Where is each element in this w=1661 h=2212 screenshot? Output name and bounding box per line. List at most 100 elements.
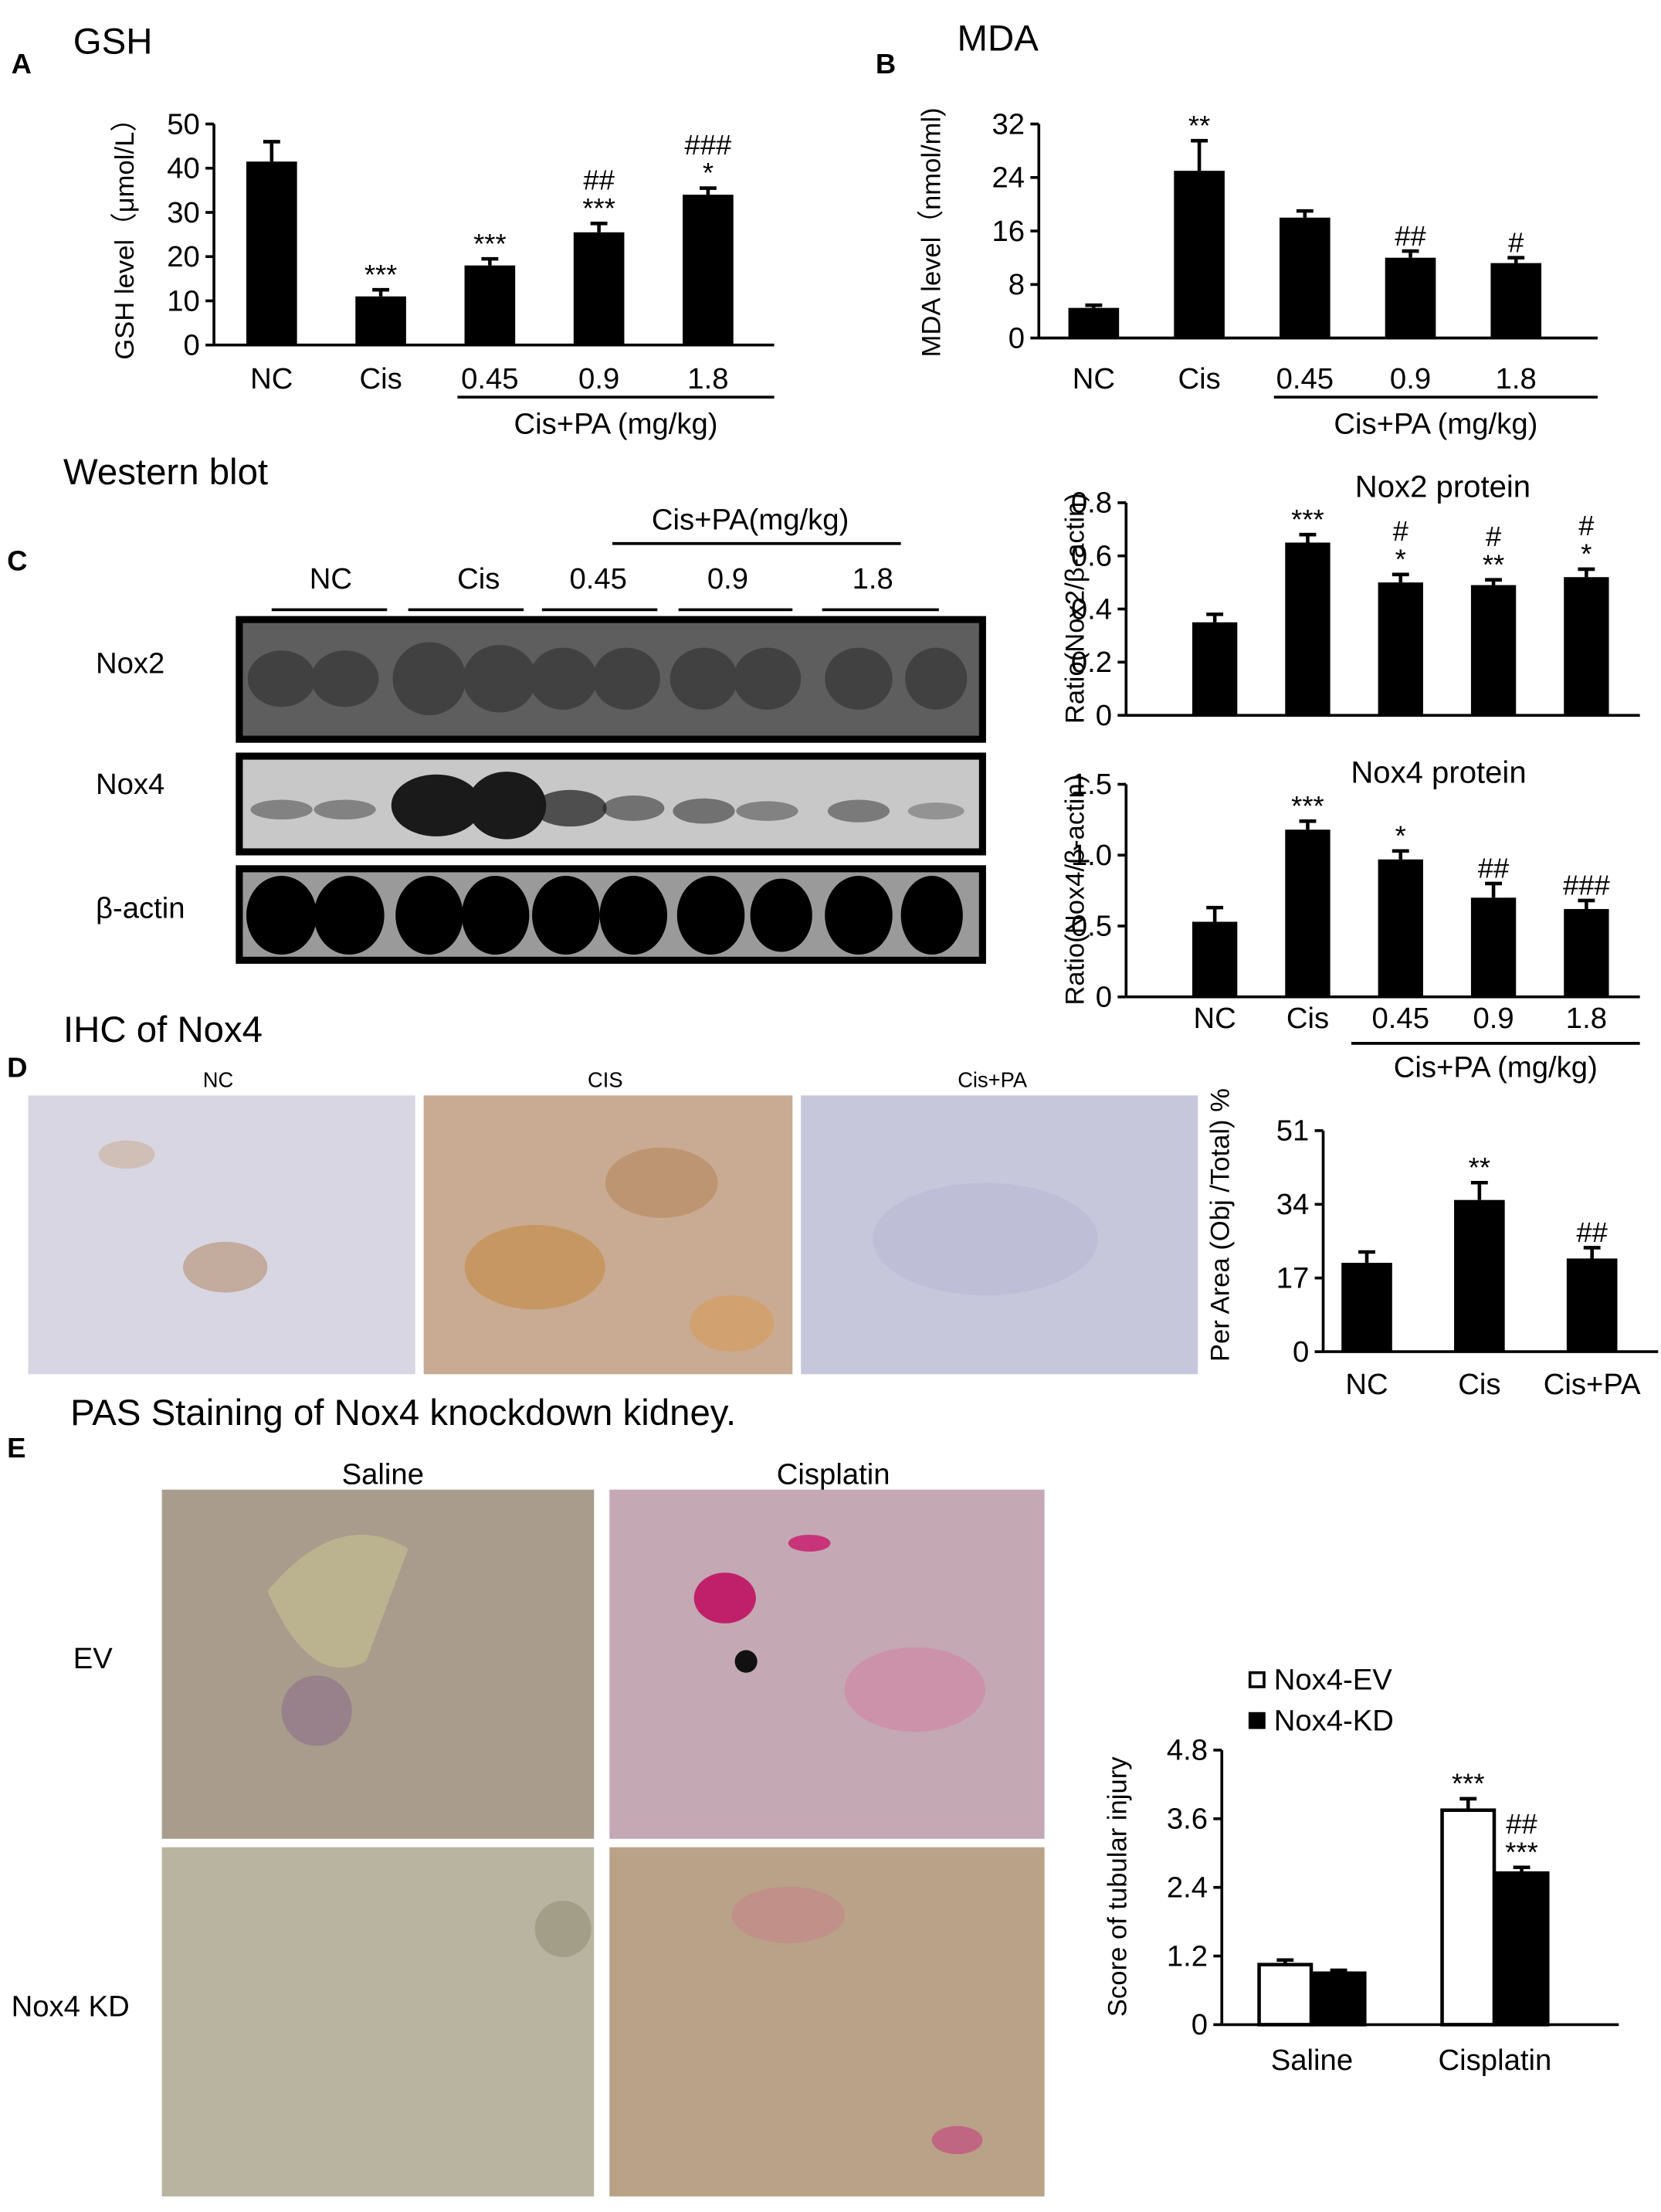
blot-lane: 0.45 (569, 562, 626, 595)
panel-label: D (7, 1052, 27, 1084)
pas-image (161, 1847, 595, 2197)
error-bar (699, 186, 717, 195)
significance-label: ** (1469, 1152, 1490, 1183)
bar (1378, 859, 1423, 997)
panel-label: E (7, 1432, 25, 1464)
pas-column-label: Saline (342, 1457, 424, 1491)
y-tick-label: 0 (1008, 321, 1025, 355)
chart-title: Nox4 protein (1351, 756, 1526, 790)
y-tick-label: 0.4 (1071, 592, 1112, 626)
group-label: Cis+PA (mg/kg) (1334, 408, 1537, 441)
blot-lane: 0.9 (707, 562, 748, 595)
bar (1490, 263, 1542, 338)
bar (464, 265, 516, 345)
chart-title: MDA (958, 19, 1039, 59)
legend-swatch (1248, 1712, 1266, 1729)
significance-label: * (1395, 819, 1406, 851)
significance-label: ## (1506, 1808, 1537, 1840)
legend-swatch (1248, 1671, 1266, 1688)
y-tick-label: 34 (1276, 1188, 1310, 1221)
y-tick-label: 2.4 (1167, 1871, 1208, 1904)
error-bar (1206, 612, 1224, 623)
bar (1310, 1971, 1367, 2027)
pas-row-label: Nox4 KD (12, 1990, 130, 2023)
y-axis-label: Ratio(Nox2/β-actin) (1061, 493, 1090, 724)
heading: IHC of Nox4 (63, 1009, 263, 1050)
error-bar (263, 140, 280, 162)
y-tick-label: 1.5 (1071, 768, 1112, 801)
x-tick-label: 0.9 (578, 362, 619, 395)
y-axis-label: Score of tubular injury (1103, 1756, 1132, 2017)
bar (1378, 582, 1423, 716)
error-bar (1507, 256, 1525, 263)
significance-label: * (1395, 544, 1406, 575)
y-tick-label: 16 (992, 215, 1025, 248)
ihc-label: NC (203, 1067, 233, 1091)
error-bar (1485, 881, 1503, 898)
error-bar (1578, 898, 1595, 909)
error-bar (1358, 1250, 1375, 1264)
x-tick-label: Cis (359, 362, 402, 395)
error-bar (1206, 905, 1224, 922)
bar (1470, 585, 1517, 716)
bar (246, 161, 297, 345)
significance-label: ### (685, 129, 733, 161)
pas-column-label: Cisplatin (777, 1457, 890, 1491)
y-tick-label: 0.6 (1071, 539, 1112, 572)
y-axis-label: Per Area (Obj /Total) % (1205, 1088, 1235, 1362)
pas-image (609, 1489, 1045, 1839)
x-tick-label: Cis (1178, 362, 1220, 395)
x-tick-label: 1.8 (1566, 1002, 1607, 1035)
bar (1068, 307, 1120, 338)
panel-label: C (7, 545, 27, 576)
y-tick-label: 10 (167, 284, 200, 317)
significance-label: # (1508, 226, 1524, 258)
legend-label: Nox4-KD (1274, 1704, 1394, 1737)
blot-bands (246, 642, 968, 955)
blot-lane: Cis (457, 562, 500, 595)
error-bar (1085, 303, 1103, 308)
bar (1279, 217, 1330, 338)
significance-label: *** (1505, 1836, 1538, 1868)
y-tick-label: 51 (1276, 1114, 1310, 1148)
y-tick-label: 24 (992, 161, 1025, 195)
bar (1566, 1258, 1618, 1352)
ihc-label: CIS (588, 1067, 623, 1091)
x-tick-label: NC (250, 362, 293, 395)
significance-label: # (1393, 515, 1409, 547)
y-tick-label: 3.6 (1167, 1803, 1208, 1836)
bar (1192, 622, 1238, 716)
y-tick-label: 0 (184, 328, 200, 361)
pas-row-label: EV (73, 1642, 114, 1675)
legend-label: Nox4-EV (1274, 1664, 1393, 1697)
bar (1385, 257, 1436, 338)
y-tick-label: 50 (167, 107, 200, 141)
significance-label: ** (1483, 548, 1504, 580)
error-bar (1296, 209, 1314, 218)
significance-label: * (1581, 538, 1592, 570)
significance-label: *** (1291, 504, 1324, 535)
error-bar (1470, 1180, 1488, 1200)
blot-lane: NC (310, 562, 352, 595)
error-bar (1299, 819, 1317, 830)
y-tick-label: 0.8 (1071, 487, 1112, 520)
group-label: Cis+PA (mg/kg) (1394, 1051, 1598, 1084)
x-tick-label: 1.8 (687, 362, 728, 395)
bar (1257, 1963, 1314, 2027)
error-bar (1578, 567, 1595, 578)
panel-label: B (876, 48, 896, 80)
blot-lane: 1.8 (853, 562, 893, 595)
significance-label: *** (582, 192, 615, 224)
significance-label: ** (1188, 110, 1210, 141)
significance-label: ## (1478, 853, 1510, 884)
y-tick-label: 0.2 (1071, 646, 1112, 679)
y-tick-label: 20 (167, 240, 200, 273)
ihc-texture (98, 1140, 1098, 1352)
x-tick-label: 0.45 (1276, 362, 1334, 395)
group-label: Cis+PA (mg/kg) (514, 408, 717, 441)
y-tick-label: 30 (167, 196, 200, 229)
y-tick-label: 4.8 (1167, 1734, 1208, 1767)
x-tick-label: 0.45 (461, 362, 518, 395)
